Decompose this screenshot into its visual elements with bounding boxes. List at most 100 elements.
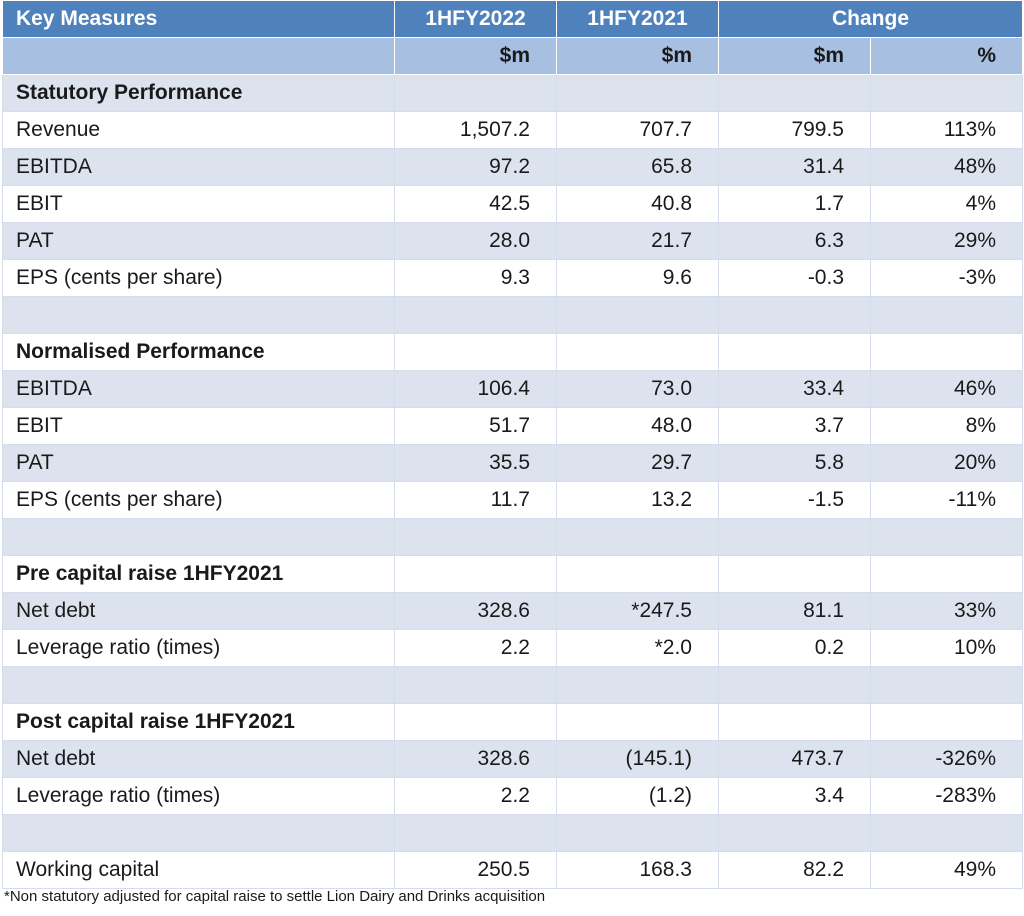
row-label: Statutory Performance	[2, 74, 395, 112]
cell-1hfy2021: 21.7	[556, 222, 719, 260]
cell-1hfy2021: *247.5	[556, 592, 719, 630]
section-header-row: Normalised Performance	[2, 333, 1024, 371]
table-body: Statutory Performance Revenue 1,507.2 707.7…	[2, 74, 1024, 889]
cell-change-amount	[718, 555, 871, 593]
cell-1hfy2021	[556, 296, 719, 334]
table-row: Leverage ratio (times) 2.2 (1.2) 3.4 -283%	[2, 777, 1024, 815]
cell-change-percent	[869, 666, 1024, 704]
cell-1hfy2022	[394, 555, 557, 593]
table-row: EPS (cents per share) 11.7 13.2 -1.5 -11%	[2, 481, 1024, 519]
cell-1hfy2022: 106.4	[394, 370, 557, 408]
cell-1hfy2021: 40.8	[556, 185, 719, 223]
table-row: PAT 35.5 29.7 5.8 20%	[2, 444, 1024, 482]
table-row: EPS (cents per share) 9.3 9.6 -0.3 -3%	[2, 259, 1024, 297]
cell-change-percent	[869, 296, 1024, 334]
cell-1hfy2022	[394, 666, 557, 704]
unit-change-percent: %	[869, 37, 1024, 75]
cell-change-amount: 473.7	[718, 740, 871, 778]
table-row: Net debt 328.6 *247.5 81.1 33%	[2, 592, 1024, 630]
table-row: EBITDA 106.4 73.0 33.4 46%	[2, 370, 1024, 408]
cell-1hfy2022	[394, 814, 557, 852]
row-label	[2, 666, 395, 704]
section-header-row: Pre capital raise 1HFY2021	[2, 555, 1024, 593]
cell-1hfy2022: 28.0	[394, 222, 557, 260]
cell-change-amount	[718, 333, 871, 371]
table-row: EBIT 42.5 40.8 1.7 4%	[2, 185, 1024, 223]
cell-1hfy2021: 29.7	[556, 444, 719, 482]
cell-1hfy2021: (145.1)	[556, 740, 719, 778]
footnote: *Non statutory adjusted for capital rais…	[4, 888, 546, 905]
header-1hfy2021: 1HFY2021	[556, 0, 719, 38]
cell-1hfy2021: *2.0	[556, 629, 719, 667]
cell-1hfy2022: 2.2	[394, 629, 557, 667]
cell-1hfy2022	[394, 296, 557, 334]
row-label: EBITDA	[2, 370, 395, 408]
row-label	[2, 814, 395, 852]
cell-change-percent: 20%	[869, 444, 1024, 482]
row-label: EPS (cents per share)	[2, 259, 395, 297]
cell-1hfy2022: 42.5	[394, 185, 557, 223]
cell-change-percent: 4%	[869, 185, 1024, 223]
cell-1hfy2022: 250.5	[394, 851, 557, 889]
table-row: Revenue 1,507.2 707.7 799.5 113%	[2, 111, 1024, 149]
row-label: Leverage ratio (times)	[2, 777, 395, 815]
cell-change-amount: -1.5	[718, 481, 871, 519]
row-label	[2, 296, 395, 334]
row-label: Net debt	[2, 592, 395, 630]
cell-1hfy2021: 65.8	[556, 148, 719, 186]
cell-1hfy2022: 9.3	[394, 259, 557, 297]
units-row: $m $m $m %	[2, 37, 1024, 75]
cell-change-amount	[718, 518, 871, 556]
cell-change-percent	[869, 74, 1024, 112]
cell-change-percent: -3%	[869, 259, 1024, 297]
table-row: EBITDA 97.2 65.8 31.4 48%	[2, 148, 1024, 186]
row-label: Normalised Performance	[2, 333, 395, 371]
cell-change-amount: 33.4	[718, 370, 871, 408]
cell-change-percent: 49%	[869, 851, 1024, 889]
cell-change-percent: 8%	[869, 407, 1024, 445]
header-row: Key Measures 1HFY2022 1HFY2021 Change	[2, 0, 1024, 38]
cell-change-percent: 46%	[869, 370, 1024, 408]
cell-change-percent: -11%	[869, 481, 1024, 519]
cell-change-amount: 6.3	[718, 222, 871, 260]
row-label: Post capital raise 1HFY2021	[2, 703, 395, 741]
cell-change-amount: 0.2	[718, 629, 871, 667]
row-label	[2, 518, 395, 556]
cell-change-amount: 799.5	[718, 111, 871, 149]
row-label: PAT	[2, 222, 395, 260]
section-header-row: Post capital raise 1HFY2021	[2, 703, 1024, 741]
cell-1hfy2022	[394, 518, 557, 556]
key-measures-table: Key Measures 1HFY2022 1HFY2021 Change $m…	[2, 0, 1024, 889]
row-label: Working capital	[2, 851, 395, 889]
cell-1hfy2022	[394, 333, 557, 371]
spacer-row	[2, 518, 1024, 556]
unit-1hfy2021: $m	[556, 37, 719, 75]
unit-change-amount: $m	[718, 37, 871, 75]
cell-change-percent: 113%	[869, 111, 1024, 149]
cell-change-amount: 3.4	[718, 777, 871, 815]
cell-1hfy2021: 168.3	[556, 851, 719, 889]
cell-1hfy2022	[394, 74, 557, 112]
units-blank	[2, 37, 395, 75]
cell-change-percent: 48%	[869, 148, 1024, 186]
row-label: Leverage ratio (times)	[2, 629, 395, 667]
header-change: Change	[717, 0, 1024, 38]
table-row: Leverage ratio (times) 2.2 *2.0 0.2 10%	[2, 629, 1024, 667]
row-label: PAT	[2, 444, 395, 482]
cell-1hfy2021	[556, 666, 719, 704]
table-row: PAT 28.0 21.7 6.3 29%	[2, 222, 1024, 260]
cell-1hfy2021: 9.6	[556, 259, 719, 297]
cell-change-percent: 29%	[869, 222, 1024, 260]
cell-change-percent: -283%	[869, 777, 1024, 815]
spacer-row	[2, 814, 1024, 852]
cell-1hfy2021	[556, 333, 719, 371]
section-header-row: Statutory Performance	[2, 74, 1024, 112]
cell-change-percent	[869, 703, 1024, 741]
cell-change-amount: 1.7	[718, 185, 871, 223]
key-measures-table-container: Key Measures 1HFY2022 1HFY2021 Change $m…	[2, 0, 1024, 889]
unit-1hfy2022: $m	[394, 37, 557, 75]
spacer-row	[2, 666, 1024, 704]
cell-change-amount	[718, 703, 871, 741]
cell-change-amount	[718, 296, 871, 334]
table-row: Working capital 250.5 168.3 82.2 49%	[2, 851, 1024, 889]
